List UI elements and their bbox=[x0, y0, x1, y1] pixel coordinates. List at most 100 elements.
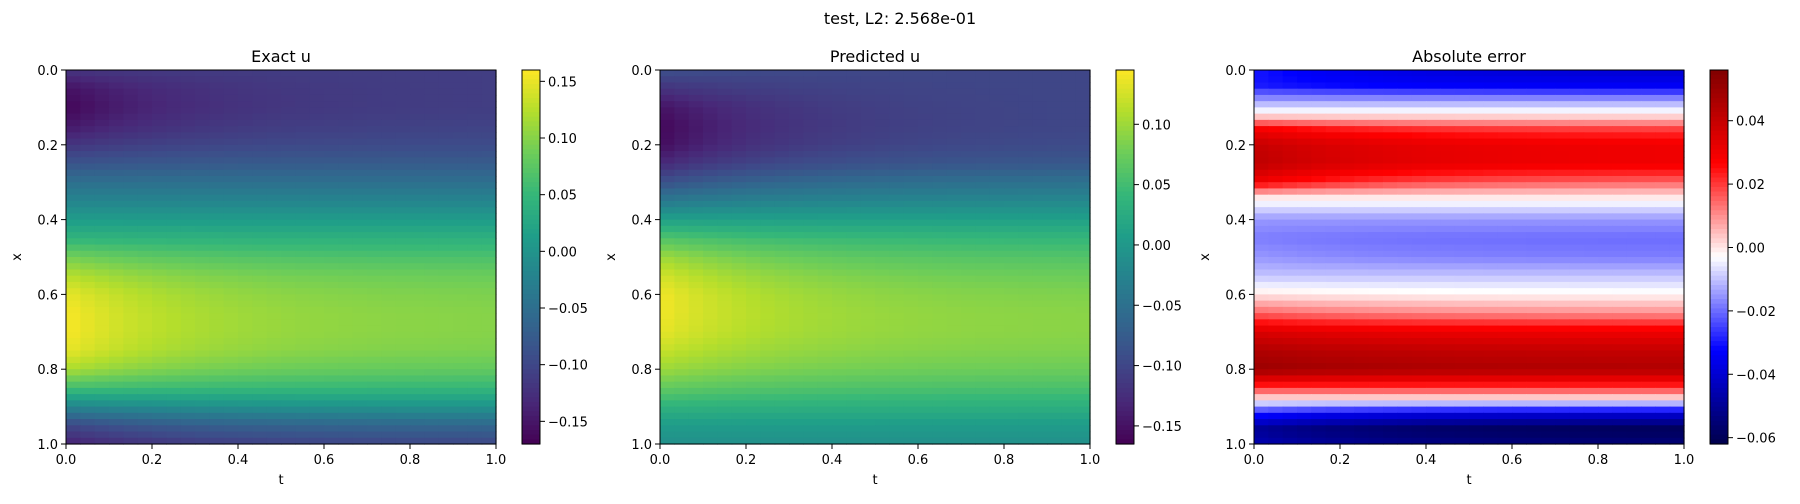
heatmap-cell bbox=[803, 232, 818, 239]
heatmap-cell bbox=[760, 251, 775, 258]
heatmap-cell bbox=[1512, 238, 1527, 245]
heatmap-cell bbox=[152, 344, 167, 351]
heatmap-cell bbox=[209, 263, 224, 270]
heatmap-cell bbox=[990, 419, 1005, 426]
heatmap-cell bbox=[947, 164, 962, 171]
heatmap-cell bbox=[1526, 170, 1541, 177]
heatmap-cell bbox=[1426, 288, 1441, 295]
heatmap-cell bbox=[703, 344, 718, 351]
x-tick-label: 0.0 bbox=[650, 453, 671, 468]
heatmap-cell bbox=[975, 232, 990, 239]
heatmap-cell bbox=[1047, 107, 1062, 114]
heatmap-cell bbox=[789, 363, 804, 370]
heatmap-cell bbox=[1455, 226, 1470, 233]
heatmap-cell bbox=[1641, 232, 1656, 239]
heatmap-cell bbox=[166, 388, 181, 395]
heatmap-cell bbox=[181, 201, 196, 208]
heatmap-cell bbox=[1311, 245, 1326, 252]
heatmap-cell bbox=[689, 245, 704, 252]
heatmap-cell bbox=[424, 382, 439, 389]
heatmap-cell bbox=[947, 332, 962, 339]
heatmap-cell bbox=[1326, 95, 1341, 102]
heatmap-cell bbox=[1004, 82, 1019, 89]
heatmap-cell bbox=[1061, 375, 1076, 382]
heatmap-cell bbox=[803, 157, 818, 164]
heatmap-cell bbox=[1469, 251, 1484, 258]
heatmap-cell bbox=[717, 269, 732, 276]
heatmap-cell bbox=[396, 145, 411, 152]
heatmap-cell bbox=[1584, 263, 1599, 270]
heatmap-cell bbox=[396, 251, 411, 258]
heatmap-cell bbox=[990, 89, 1005, 96]
heatmap-cell bbox=[1526, 207, 1541, 214]
heatmap-cell bbox=[846, 151, 861, 158]
heatmap-cell bbox=[324, 139, 339, 146]
heatmap-cell bbox=[424, 276, 439, 283]
heatmap-cell bbox=[166, 276, 181, 283]
heatmap-cell bbox=[1018, 419, 1033, 426]
heatmap-cell bbox=[674, 107, 689, 114]
heatmap-cell bbox=[267, 188, 282, 195]
heatmap-cell bbox=[789, 220, 804, 227]
heatmap-cell bbox=[281, 282, 296, 289]
heatmap-cell bbox=[453, 432, 468, 439]
heatmap-cell bbox=[1268, 182, 1283, 189]
heatmap-cell bbox=[439, 164, 454, 171]
heatmap-cell bbox=[295, 357, 310, 364]
heatmap-cell bbox=[803, 257, 818, 264]
heatmap-cell bbox=[1018, 319, 1033, 326]
heatmap-cell bbox=[660, 319, 675, 326]
heatmap-cell bbox=[453, 107, 468, 114]
heatmap-cell bbox=[1383, 70, 1398, 77]
heatmap-cell bbox=[1670, 70, 1685, 77]
heatmap-cell bbox=[95, 226, 110, 233]
heatmap-cell bbox=[467, 101, 482, 108]
heatmap-cell bbox=[453, 257, 468, 264]
heatmap-cell bbox=[803, 213, 818, 220]
heatmap-cell bbox=[1555, 176, 1570, 183]
heatmap-cell bbox=[281, 394, 296, 401]
heatmap-cell bbox=[123, 413, 138, 420]
heatmap-cell bbox=[453, 195, 468, 202]
heatmap-cell bbox=[410, 201, 425, 208]
heatmap-cell bbox=[66, 269, 81, 276]
heatmap-cell bbox=[138, 432, 153, 439]
heatmap-cell bbox=[746, 276, 761, 283]
heatmap-cell bbox=[381, 89, 396, 96]
heatmap-cell bbox=[1426, 220, 1441, 227]
heatmap-cell bbox=[410, 251, 425, 258]
heatmap-cell bbox=[1655, 164, 1670, 171]
heatmap-cell bbox=[453, 220, 468, 227]
heatmap-cell bbox=[281, 126, 296, 133]
heatmap-cell bbox=[1033, 413, 1048, 420]
heatmap-cell bbox=[324, 388, 339, 395]
heatmap-cell bbox=[1526, 276, 1541, 283]
heatmap-cell bbox=[861, 269, 876, 276]
heatmap-cell bbox=[875, 332, 890, 339]
heatmap-cell bbox=[324, 195, 339, 202]
heatmap-cell bbox=[324, 126, 339, 133]
colorbar-segment bbox=[522, 215, 540, 220]
heatmap-cell bbox=[904, 170, 919, 177]
heatmap-cell bbox=[1340, 139, 1355, 146]
heatmap-cell bbox=[281, 89, 296, 96]
heatmap-cell bbox=[80, 226, 95, 233]
heatmap-cell bbox=[195, 170, 210, 177]
heatmap-cell bbox=[410, 282, 425, 289]
heatmap-cell bbox=[1254, 176, 1269, 183]
heatmap-cell bbox=[1612, 251, 1627, 258]
heatmap-cell bbox=[674, 263, 689, 270]
heatmap-cell bbox=[338, 251, 353, 258]
heatmap-cell bbox=[1047, 301, 1062, 308]
heatmap-cell bbox=[918, 195, 933, 202]
heatmap-cell bbox=[990, 157, 1005, 164]
heatmap-cell bbox=[181, 82, 196, 89]
heatmap-cell bbox=[1397, 195, 1412, 202]
heatmap-cell bbox=[66, 182, 81, 189]
heatmap-cell bbox=[267, 107, 282, 114]
heatmap-cell bbox=[1598, 107, 1613, 114]
heatmap-cell bbox=[281, 425, 296, 432]
heatmap-cell bbox=[367, 188, 382, 195]
heatmap-cell bbox=[453, 151, 468, 158]
heatmap-cell bbox=[1004, 432, 1019, 439]
